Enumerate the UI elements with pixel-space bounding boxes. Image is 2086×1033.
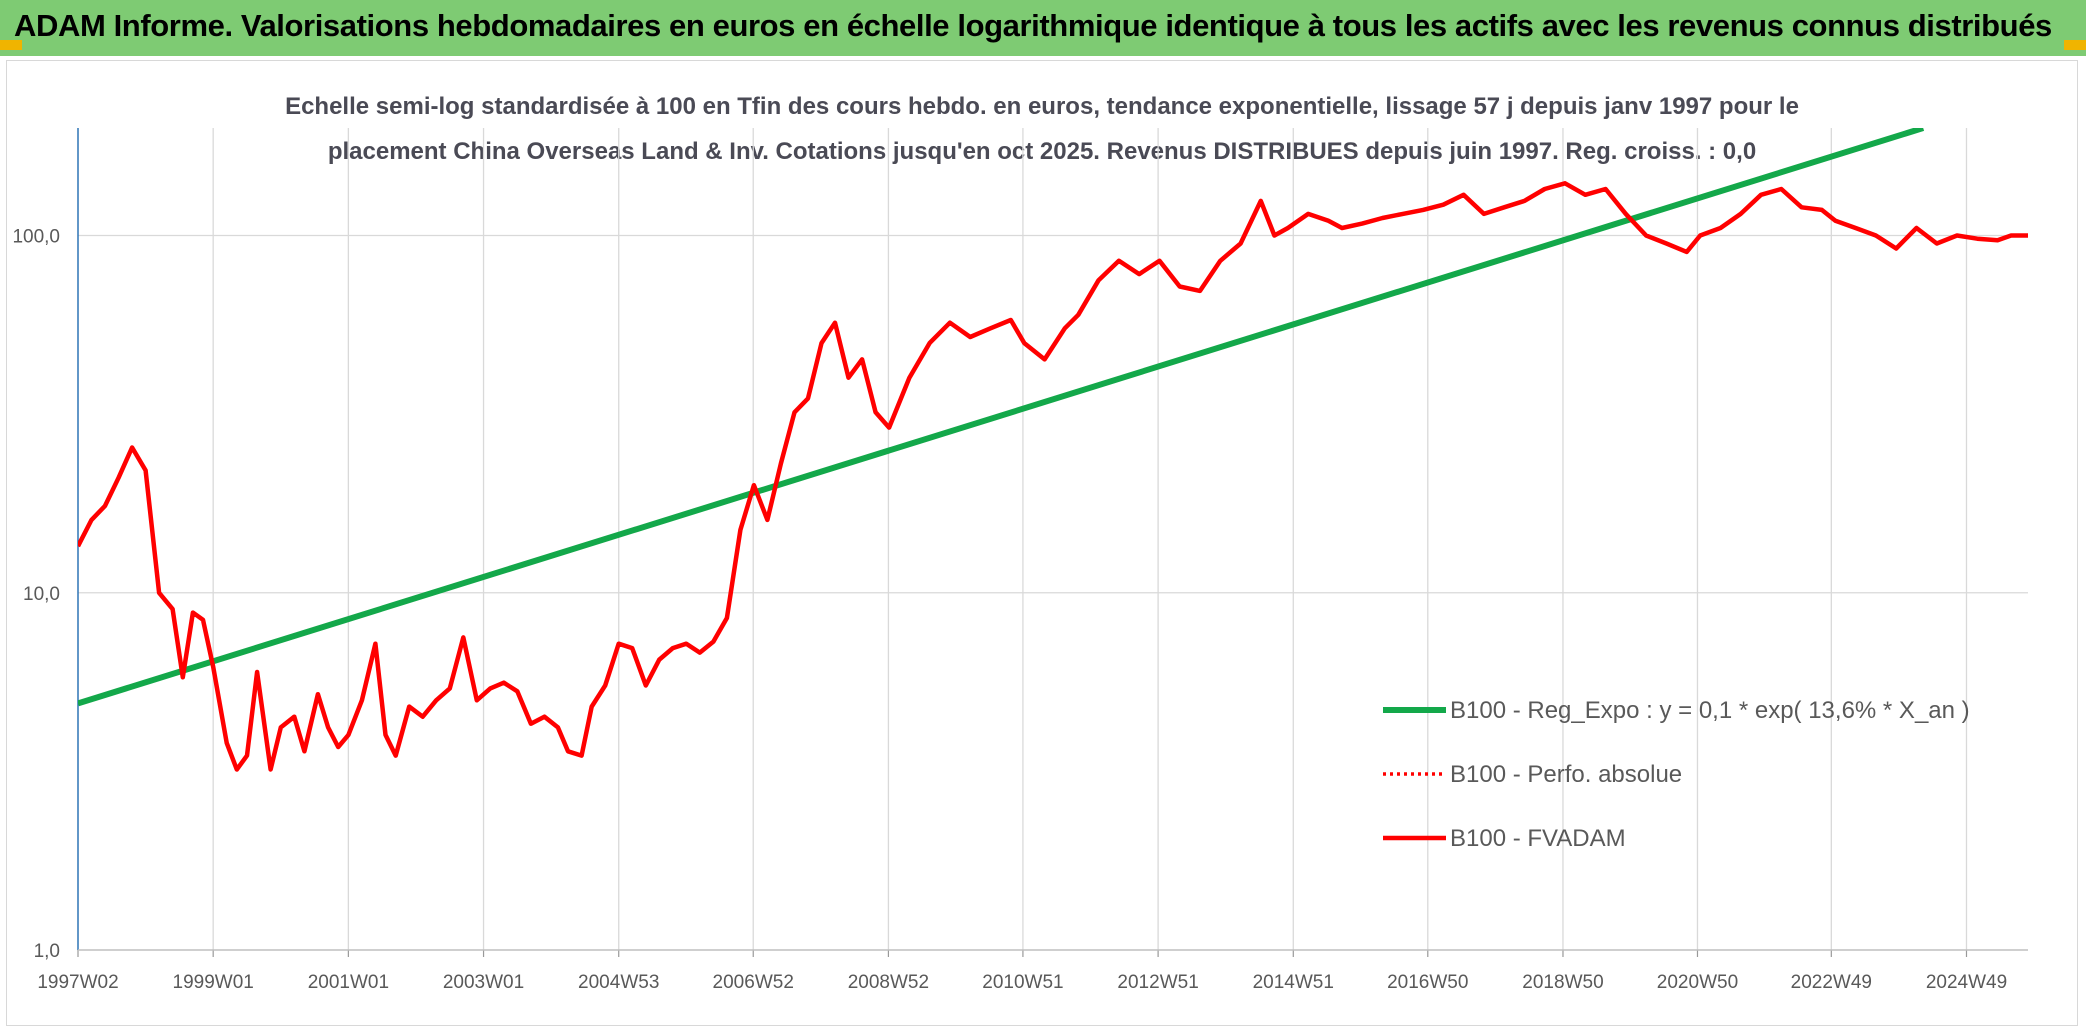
y-tick-label: 1,0 [34,941,60,962]
legend: B100 - Reg_Expo : y = 0,1 * exp( 13,6% *… [1383,697,1970,852]
x-tick-label: 2016W50 [1387,972,1468,993]
chart-title-line-1: Echelle semi-log standardisée à 100 en T… [285,93,1799,120]
trend-line [78,128,1925,707]
header-bar [0,0,2086,56]
x-tick-label: 2012W51 [1117,972,1198,993]
x-tick-label: 2014W51 [1253,972,1334,993]
y-tick-label: 10,0 [23,584,60,605]
x-tick-label: 2018W50 [1522,972,1603,993]
x-tick-label: 1997W02 [37,972,118,993]
x-tick-label: 2020W50 [1657,972,1738,993]
fvadam-line [78,181,2028,772]
x-tick-label: 2003W01 [443,972,524,993]
corner-accent-left [0,40,22,50]
chart-title-line-2: placement China Overseas Land & Inv. Cot… [328,138,1756,165]
report-title: ADAM Informe. Valorisations hebdomadaire… [14,8,2052,43]
x-tick-label: 2022W49 [1791,972,1872,993]
series-layer [78,128,2028,772]
corner-accent-right [2064,40,2086,50]
grid [78,128,2028,950]
legend-perfo-label: B100 - Perfo. absolue [1450,761,1682,788]
y-tick-label: 100,0 [12,227,60,248]
legend-trend-label: B100 - Reg_Expo : y = 0,1 * exp( 13,6% *… [1450,697,1970,724]
x-tick-label: 2006W52 [713,972,794,993]
chart-frame [6,60,2078,1026]
x-tick-label: 2001W01 [308,972,389,993]
x-tick-label: 2024W49 [1926,972,2007,993]
legend-fvadam-label: B100 - FVADAM [1450,825,1626,852]
x-tick-label: 2008W52 [848,972,929,993]
x-tick-label: 1999W01 [173,972,254,993]
x-tick-label: 2004W53 [578,972,659,993]
axes: 1997W02 1999W01 2001W01 2003W01 2004W53 2006W… [12,128,2028,993]
x-tick-label: 2010W51 [982,972,1063,993]
